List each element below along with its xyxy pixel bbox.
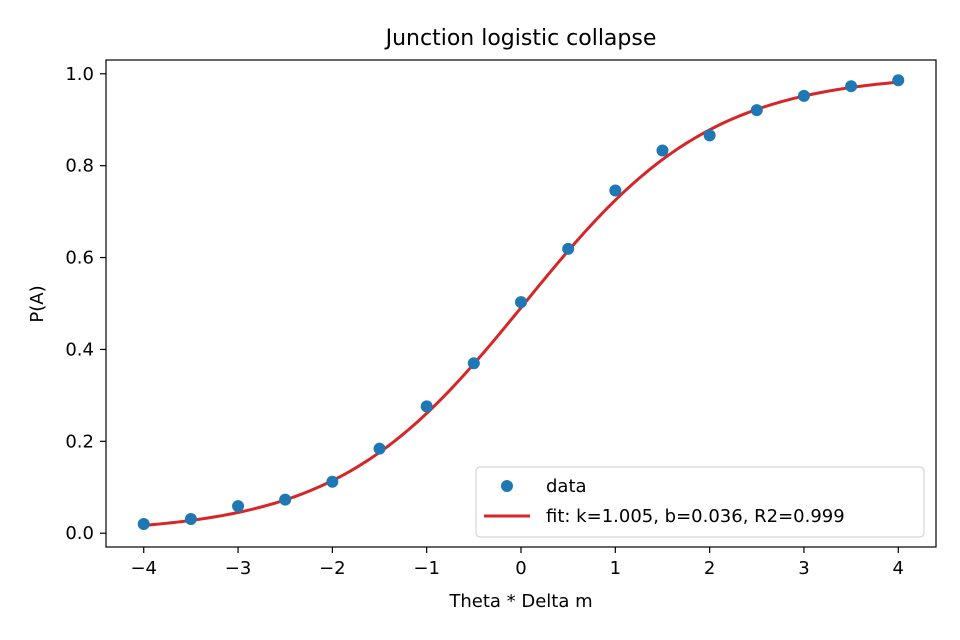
x-tick-label: 4 xyxy=(893,558,904,579)
data-point xyxy=(137,518,150,531)
data-point xyxy=(656,144,669,157)
x-tick-label: 0 xyxy=(515,558,526,579)
legend-label-fit: fit: k=1.005, b=0.036, R2=0.999 xyxy=(546,506,845,527)
x-tick-label: 2 xyxy=(704,558,715,579)
data-point xyxy=(515,296,527,309)
data-point xyxy=(750,104,763,117)
x-tick-label: −2 xyxy=(319,558,346,579)
axis-ticks: −4 −3 −2 −1 0 1 2 3 4 0.0 0.2 0.4 0.6 0.8 1.0 xyxy=(65,64,904,579)
y-tick-label: 0.4 xyxy=(65,339,94,360)
y-tick-label: 0.8 xyxy=(65,156,94,177)
x-tick-label: −1 xyxy=(413,558,440,579)
legend-marker-data xyxy=(501,480,513,492)
data-point xyxy=(562,242,575,255)
y-tick-label: 0.6 xyxy=(65,248,94,269)
x-axis-label: Theta * Delta m xyxy=(448,591,592,612)
y-tick-label: 0.0 xyxy=(65,523,94,544)
data-point xyxy=(703,129,716,142)
plot-area xyxy=(137,74,905,531)
x-tick-label: 1 xyxy=(610,558,621,579)
data-point xyxy=(232,500,245,513)
data-point xyxy=(609,184,622,197)
data-point xyxy=(373,442,386,455)
data-point xyxy=(420,400,433,413)
legend-label-data: data xyxy=(546,476,587,497)
chart-title: Junction logistic collapse xyxy=(384,26,657,51)
x-tick-label: −3 xyxy=(225,558,252,579)
data-point xyxy=(467,357,480,370)
y-tick-label: 0.2 xyxy=(65,431,94,452)
x-tick-label: −4 xyxy=(130,558,157,579)
data-point xyxy=(184,512,197,525)
y-tick-label: 1.0 xyxy=(65,64,94,85)
x-tick-label: 3 xyxy=(798,558,809,579)
legend-box xyxy=(475,466,925,538)
data-point xyxy=(326,475,339,488)
y-axis-label: P(A) xyxy=(27,285,48,322)
data-point xyxy=(797,89,810,102)
legend: data fit: k=1.005, b=0.036, R2=0.999 xyxy=(475,466,925,538)
data-point xyxy=(892,74,905,87)
data-point xyxy=(279,493,292,506)
data-point xyxy=(845,80,858,93)
